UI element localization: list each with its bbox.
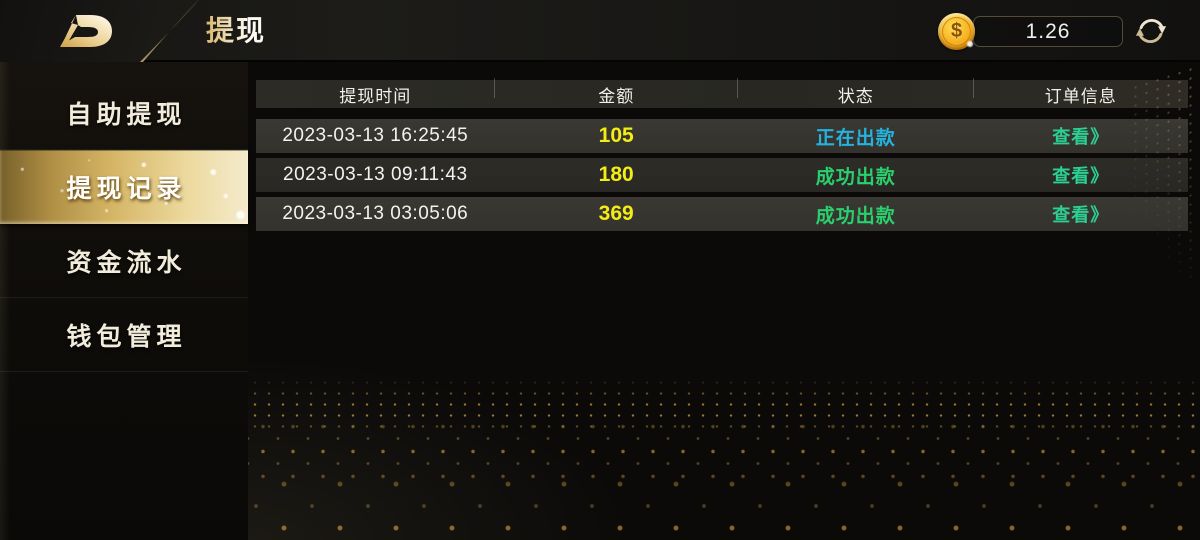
table-header: 提现时间 金额 状态 订单信息	[256, 77, 1188, 108]
refresh-icon[interactable]	[1134, 14, 1168, 48]
topbar: 提现 $ 1.26	[0, 0, 1200, 62]
sidebar-item-label: 资金流水	[66, 248, 187, 277]
sidebar-item-wallet-manage[interactable]: 钱包管理	[0, 298, 248, 372]
row-status: 正在出款	[815, 127, 896, 149]
sidebar-menu: 自助提现 提现记录 资金流水 钱包管理	[0, 76, 248, 372]
table-row: 2023-03-13 16:25:45 105 正在出款 查看》	[256, 119, 1188, 153]
row-time: 2023-03-13 16:25:45	[282, 125, 469, 146]
main-content: 提现时间 金额 状态 订单信息 2023-03-13 16:25:45 105 …	[248, 62, 1200, 540]
col-header-time: 提现时间	[256, 77, 495, 107]
row-amount: 369	[598, 202, 634, 225]
table-row: 2023-03-13 03:05:06 369 成功出款 查看》	[256, 197, 1188, 231]
col-header-amount: 金额	[495, 77, 739, 107]
brand-logo-icon[interactable]	[58, 12, 114, 52]
row-status: 成功出款	[815, 166, 896, 188]
corner-glow	[248, 340, 668, 540]
sidebar: 自助提现 提现记录 资金流水 钱包管理	[0, 62, 248, 540]
sidebar-item-withdraw-records[interactable]: 提现记录	[0, 150, 248, 224]
particle-wave-horizon	[248, 377, 1200, 435]
sidebar-item-fund-flow[interactable]: 资金流水	[0, 224, 248, 298]
row-amount: 180	[598, 163, 634, 186]
col-header-order: 订单信息	[1044, 86, 1117, 106]
coin-shine	[967, 41, 973, 47]
row-time: 2023-03-13 03:05:06	[282, 203, 469, 224]
balance-value: 1.26	[1025, 19, 1071, 43]
view-order-link[interactable]: 查看》	[1052, 166, 1110, 186]
sidebar-item-self-withdraw[interactable]: 自助提现	[0, 76, 248, 150]
view-order-link[interactable]: 查看》	[1052, 127, 1110, 147]
dollar-coin-face: $	[942, 17, 971, 46]
page-title: 提现	[206, 0, 266, 62]
sidebar-item-label: 钱包管理	[66, 322, 187, 351]
row-status: 成功出款	[815, 205, 896, 227]
dollar-symbol: $	[950, 20, 963, 42]
particle-wave-near	[248, 462, 1200, 540]
row-time: 2023-03-13 09:11:43	[283, 164, 468, 185]
view-order-link[interactable]: 查看》	[1052, 205, 1110, 225]
table-row: 2023-03-13 09:11:43 180 成功出款 查看》	[256, 158, 1188, 192]
particle-wave-mid	[248, 414, 1200, 486]
sidebar-item-label: 自助提现	[66, 100, 187, 129]
sidebar-item-label: 提现记录	[66, 175, 187, 203]
balance-group: $ 1.26	[930, 0, 1200, 62]
row-amount: 105	[598, 124, 634, 147]
coin-icon: $	[938, 13, 975, 50]
balance-display: 1.26	[973, 16, 1123, 47]
col-header-status: 状态	[738, 77, 974, 107]
